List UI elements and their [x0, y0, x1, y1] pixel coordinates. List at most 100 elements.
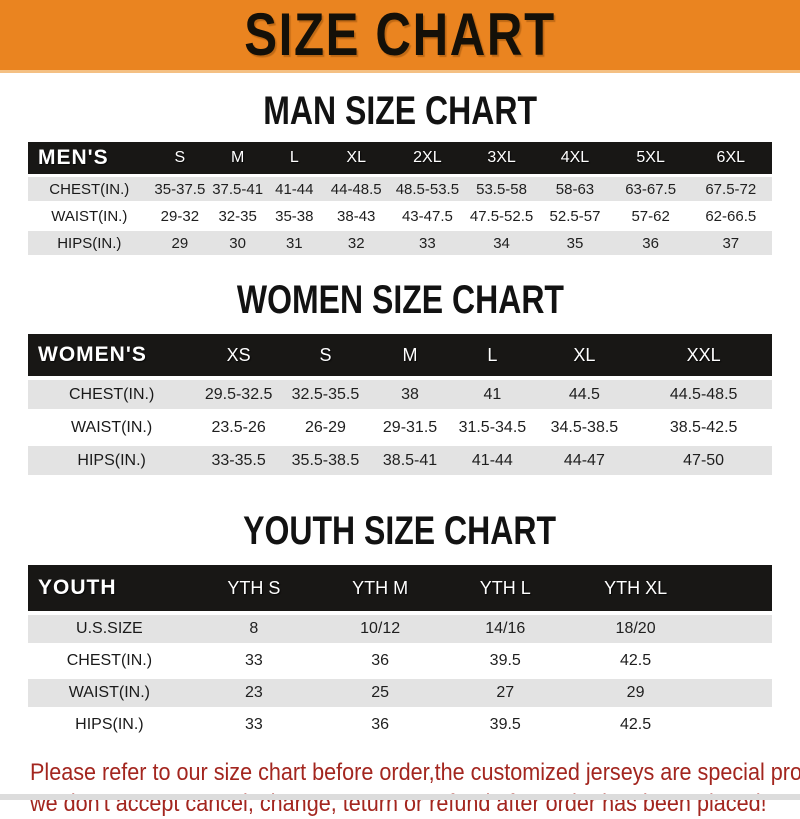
disclaimer-line-2: we don't accept cancel, change, teturn o… — [30, 790, 767, 817]
size-value: 39.5 — [443, 711, 568, 739]
size-value: 47.5-52.5 — [464, 204, 539, 228]
size-value: 38.5-41 — [368, 446, 452, 475]
men-size-table: MEN'S S M L XL 2XL 3XL 4XL 5XL 6XL CHEST(IN.) 35-37… — [28, 139, 772, 258]
size-value: 38 — [368, 380, 452, 409]
table-row: CHEST(IN.) 33 36 39.5 42.5 — [28, 647, 772, 675]
row-label: HIPS(IN.) — [28, 231, 151, 255]
women-section-heading: WOMEN SIZE CHART — [0, 278, 800, 322]
size-value: 34.5-38.5 — [533, 413, 636, 442]
row-label: WAIST(IN.) — [28, 679, 191, 707]
size-value: 42.5 — [567, 711, 704, 739]
size-column-header: YTH L — [443, 565, 568, 611]
size-value: 36 — [317, 647, 444, 675]
size-value: 53.5-58 — [464, 177, 539, 201]
man-section-heading: MAN SIZE CHART — [0, 89, 800, 133]
size-value: 67.5-72 — [689, 177, 772, 201]
size-value: 44.5 — [533, 380, 636, 409]
size-value — [703, 711, 772, 739]
youth-size-table-container: YOUTH YTH S YTH M YTH L YTH XL U.S.SIZE 8 10/12… — [28, 561, 772, 743]
size-value: 35-38 — [266, 204, 323, 228]
size-value: 37.5-41 — [209, 177, 267, 201]
size-value: 41-44 — [266, 177, 323, 201]
size-value: 27 — [443, 679, 568, 707]
size-column-header: L — [266, 142, 323, 174]
size-value: 23 — [190, 679, 317, 707]
row-label: CHEST(IN.) — [28, 380, 196, 409]
size-value: 32.5-35.5 — [282, 380, 369, 409]
size-value: 8 — [190, 615, 317, 643]
size-value: 44-48.5 — [322, 177, 390, 201]
size-value: 44-47 — [533, 446, 636, 475]
size-column-header: S — [150, 142, 210, 174]
order-disclaimer: Please refer to our size chart before or… — [30, 757, 800, 819]
size-value: 29 — [150, 231, 210, 255]
youth-section-heading: YOUTH SIZE CHART — [0, 509, 800, 553]
size-value: 10/12 — [317, 615, 444, 643]
size-value: 38.5-42.5 — [635, 413, 772, 442]
size-value: 52.5-57 — [538, 204, 612, 228]
size-column-header: YTH M — [317, 565, 444, 611]
size-column-header: 3XL — [464, 142, 539, 174]
size-value: 31 — [266, 231, 323, 255]
table-row: WAIST(IN.) 29-32 32-35 35-38 38-43 43-47.5 47.… — [28, 204, 772, 228]
table-row: HIPS(IN.) 29 30 31 32 33 34 35 36 37 — [28, 231, 772, 255]
size-value — [703, 615, 772, 643]
size-column-header: XXL — [635, 334, 772, 376]
size-value — [703, 647, 772, 675]
size-column-header: M — [368, 334, 452, 376]
size-value: 43-47.5 — [389, 204, 465, 228]
size-value: 48.5-53.5 — [389, 177, 465, 201]
youth-table-title: YOUTH — [28, 565, 191, 611]
bottom-edge-strip — [0, 794, 800, 800]
size-column-header: M — [209, 142, 267, 174]
size-value: 33 — [389, 231, 465, 255]
size-value: 14/16 — [443, 615, 568, 643]
women-size-table: WOMEN'S XS S M L XL XXL CHEST(IN.) 29.5-32.5 32.5… — [28, 330, 772, 479]
size-column-header: 6XL — [689, 142, 772, 174]
table-row: U.S.SIZE 8 10/12 14/16 18/20 — [28, 615, 772, 643]
table-row: WAIST(IN.) 23.5-26 26-29 29-31.5 31.5-34.5 34… — [28, 413, 772, 442]
men-size-table-container: MEN'S S M L XL 2XL 3XL 4XL 5XL 6XL CHEST(IN.) 35-37… — [28, 139, 772, 258]
size-value: 44.5-48.5 — [635, 380, 772, 409]
size-value: 36 — [611, 231, 690, 255]
size-value: 33 — [190, 647, 317, 675]
size-column-header: YTH XL — [567, 565, 704, 611]
size-value: 29 — [567, 679, 704, 707]
size-value: 23.5-26 — [195, 413, 283, 442]
size-value: 62-66.5 — [689, 204, 772, 228]
size-value: 34 — [464, 231, 539, 255]
women-size-table-container: WOMEN'S XS S M L XL XXL CHEST(IN.) 29.5-32.5 32.5… — [28, 330, 772, 479]
size-value: 41 — [451, 380, 534, 409]
size-value: 29-32 — [150, 204, 210, 228]
size-value: 42.5 — [567, 647, 704, 675]
size-column-header — [703, 565, 772, 611]
size-value: 57-62 — [611, 204, 690, 228]
row-label: HIPS(IN.) — [28, 711, 191, 739]
size-column-header: XS — [195, 334, 283, 376]
size-column-header: XL — [322, 142, 390, 174]
size-value: 35-37.5 — [150, 177, 210, 201]
size-value: 38-43 — [322, 204, 390, 228]
table-row: HIPS(IN.) 33-35.5 35.5-38.5 38.5-41 41-44 44-… — [28, 446, 772, 475]
size-value: 29-31.5 — [368, 413, 452, 442]
man-section-heading-text: MAN SIZE CHART — [263, 89, 537, 133]
size-value: 26-29 — [282, 413, 369, 442]
size-value: 35.5-38.5 — [282, 446, 369, 475]
size-value: 35 — [538, 231, 612, 255]
size-column-header: 2XL — [389, 142, 465, 174]
size-column-header: YTH S — [190, 565, 317, 611]
banner-title: SIZE CHART — [244, 1, 556, 68]
row-label: CHEST(IN.) — [28, 177, 151, 201]
size-value: 41-44 — [451, 446, 534, 475]
size-column-header: 5XL — [611, 142, 690, 174]
row-label: WAIST(IN.) — [28, 413, 196, 442]
size-value: 31.5-34.5 — [451, 413, 534, 442]
women-section-heading-text: WOMEN SIZE CHART — [236, 278, 564, 322]
size-value: 33-35.5 — [195, 446, 283, 475]
size-chart-banner: SIZE CHART — [0, 0, 800, 73]
row-label: HIPS(IN.) — [28, 446, 196, 475]
size-value: 39.5 — [443, 647, 568, 675]
youth-section-heading-text: YOUTH SIZE CHART — [243, 509, 557, 553]
table-row: WAIST(IN.) 23 25 27 29 — [28, 679, 772, 707]
size-value: 25 — [317, 679, 444, 707]
